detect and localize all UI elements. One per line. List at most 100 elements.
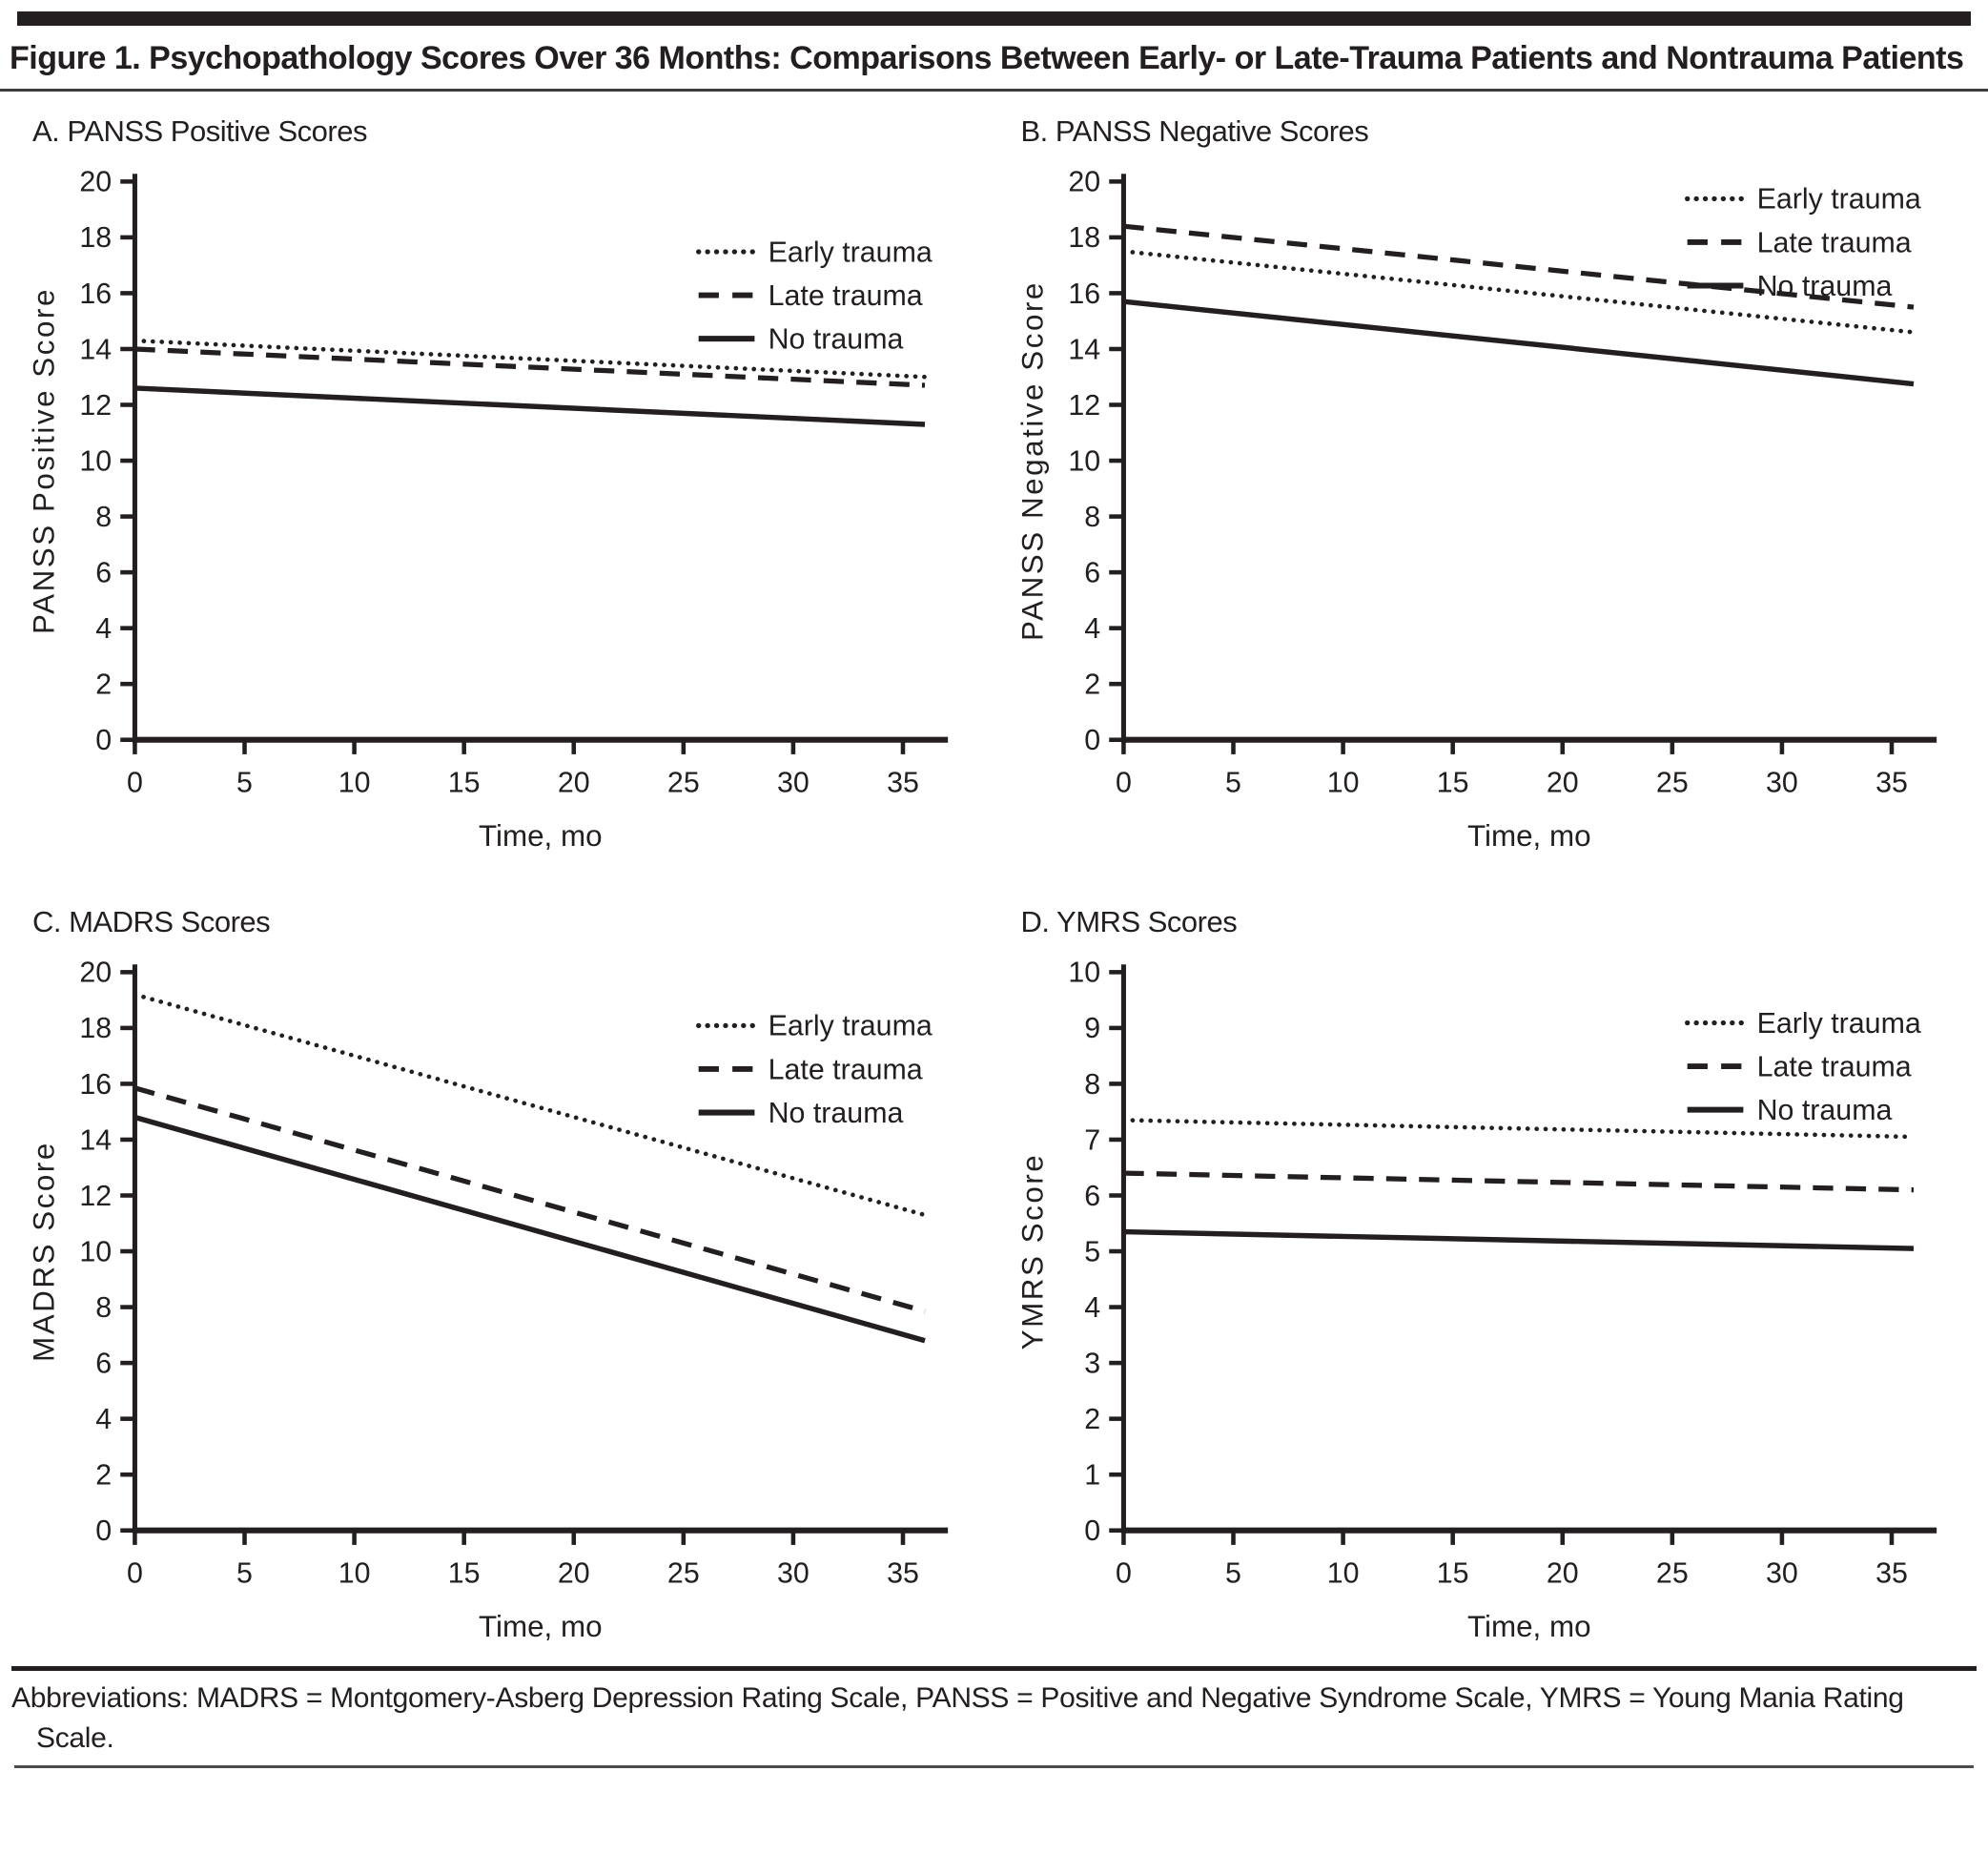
svg-text:18: 18 — [79, 1013, 112, 1045]
svg-text:8: 8 — [1084, 1068, 1100, 1101]
svg-text:6: 6 — [1084, 557, 1100, 589]
svg-text:20: 20 — [558, 1557, 590, 1590]
panels-grid: A. PANSS Positive Scores 0 2 4 6 8 10 12 14 16 18… — [0, 92, 1988, 1651]
series-line-no-trauma — [134, 385, 926, 427]
series-line-late-trauma — [1122, 1170, 1914, 1193]
svg-text:35: 35 — [887, 767, 919, 799]
svg-text:10: 10 — [79, 1236, 112, 1268]
svg-text:10: 10 — [1326, 1557, 1359, 1590]
svg-text:0: 0 — [1115, 1557, 1131, 1590]
series-line-early-trauma — [133, 992, 928, 1218]
svg-text:14: 14 — [1068, 333, 1100, 365]
x-axis-label: Time, mo — [1466, 1611, 1590, 1644]
svg-text:20: 20 — [79, 166, 112, 198]
svg-text:5: 5 — [1225, 1557, 1241, 1590]
legend: Early trauma Late trauma No trauma — [1684, 1007, 1920, 1126]
svg-text:12: 12 — [79, 1180, 112, 1212]
panel-b: B. PANSS Negative Scores 0 2 4 6 8 10 12 14 16 18… — [1015, 101, 1962, 859]
panel-c: C. MADRS Scores 0 2 4 6 8 10 12 14 16 18 20 0 5 10 15 2… — [27, 892, 974, 1650]
svg-text:15: 15 — [448, 767, 481, 799]
svg-text:4: 4 — [1084, 1291, 1100, 1324]
svg-text:10: 10 — [1068, 957, 1100, 989]
svg-text:1: 1 — [1084, 1459, 1100, 1492]
svg-text:2: 2 — [95, 1459, 112, 1492]
panel-d-title: D. YMRS Scores — [1020, 905, 1238, 939]
svg-text:30: 30 — [777, 1557, 810, 1590]
svg-text:30: 30 — [1766, 1557, 1798, 1590]
svg-text:2: 2 — [95, 669, 112, 701]
svg-text:9: 9 — [1084, 1013, 1100, 1045]
series-line-early-trauma — [1120, 249, 1916, 335]
svg-text:15: 15 — [1436, 767, 1468, 799]
svg-text:20: 20 — [1546, 1557, 1578, 1590]
series-line-late-trauma — [1122, 223, 1914, 310]
panel-b-chart: 0 2 4 6 8 10 12 14 16 18 20 0 5 10 15 20 25 30 35 Time, mo P… — [1015, 154, 1962, 859]
svg-text:2: 2 — [1084, 669, 1100, 701]
svg-text:18: 18 — [79, 221, 112, 254]
svg-text:20: 20 — [79, 957, 112, 989]
legend: Early trauma Late trauma No trauma — [1684, 183, 1920, 302]
series-line-late-trauma — [133, 1085, 926, 1314]
svg-text:4: 4 — [1084, 612, 1100, 645]
svg-text:0: 0 — [95, 724, 112, 756]
panel-a: A. PANSS Positive Scores 0 2 4 6 8 10 12 14 16 18… — [27, 101, 974, 859]
legend-label: Early trauma — [769, 1010, 933, 1042]
svg-text:16: 16 — [1068, 278, 1100, 310]
series-line-no-trauma — [133, 1115, 926, 1344]
line-chart-c: 0 2 4 6 8 10 12 14 16 18 20 0 5 10 15 20 25 30 35 Time, mo M… — [27, 957, 949, 1644]
svg-text:16: 16 — [79, 1068, 112, 1101]
svg-text:0: 0 — [1084, 1515, 1100, 1548]
top-rule — [17, 11, 1971, 26]
svg-text:6: 6 — [95, 557, 112, 589]
svg-text:5: 5 — [1225, 767, 1241, 799]
panel-d-chart: 0 1 2 3 4 5 6 7 8 9 10 0 5 10 15 20 25 30 35 Time, mo YMRS S… — [1015, 945, 1962, 1650]
svg-text:8: 8 — [95, 1291, 112, 1324]
legend-label: Early trauma — [769, 236, 933, 268]
legend-label: No trauma — [1756, 1094, 1892, 1126]
axes: 0 2 4 6 8 10 12 14 16 18 20 0 5 10 15 20 25 30 35 — [79, 957, 949, 1590]
svg-text:8: 8 — [1084, 501, 1100, 533]
svg-text:0: 0 — [1084, 724, 1100, 756]
series-line-early-trauma — [133, 339, 928, 380]
svg-text:35: 35 — [1875, 1557, 1908, 1590]
figure-footnote: Abbreviations: MADRS = Montgomery-Asberg… — [11, 1681, 1904, 1755]
title-rule — [0, 89, 1988, 93]
panel-d: D. YMRS Scores 0 1 2 3 4 5 6 7 8 9 10 0 5 10 15 20 25 30 3… — [1015, 892, 1962, 1650]
svg-text:20: 20 — [1068, 166, 1100, 198]
svg-text:12: 12 — [79, 389, 112, 422]
svg-text:10: 10 — [1326, 767, 1359, 799]
svg-text:5: 5 — [236, 1557, 253, 1590]
line-chart-a: 0 2 4 6 8 10 12 14 16 18 20 0 5 10 15 20 25 30 35 Time, mo P… — [27, 166, 949, 853]
y-axis-label: MADRS Score — [27, 1142, 60, 1363]
line-chart-b: 0 2 4 6 8 10 12 14 16 18 20 0 5 10 15 20 25 30 35 Time, mo P… — [1015, 166, 1937, 853]
legend-label: No trauma — [1756, 270, 1892, 302]
legend-label: Late trauma — [1756, 226, 1911, 258]
svg-text:15: 15 — [1436, 1557, 1468, 1590]
x-axis-label: Time, mo — [479, 819, 603, 853]
series-line-no-trauma — [1122, 299, 1914, 387]
svg-text:10: 10 — [338, 1557, 371, 1590]
x-axis-label: Time, mo — [1466, 819, 1590, 853]
bottom-rule — [14, 1764, 1974, 1768]
svg-text:25: 25 — [667, 767, 700, 799]
svg-text:4: 4 — [95, 1403, 112, 1435]
y-axis-label: PANSS Negative Score — [1015, 280, 1049, 641]
svg-text:5: 5 — [1084, 1236, 1100, 1268]
panel-c-chart: 0 2 4 6 8 10 12 14 16 18 20 0 5 10 15 20 25 30 35 Time, mo M… — [27, 945, 974, 1650]
figure-title: Figure 1. Psychopathology Scores Over 36… — [10, 40, 1964, 76]
svg-text:4: 4 — [95, 612, 112, 645]
svg-text:8: 8 — [95, 501, 112, 533]
svg-text:10: 10 — [338, 767, 371, 799]
axes: 0 1 2 3 4 5 6 7 8 9 10 0 5 10 15 20 25 30 35 — [1068, 957, 1937, 1590]
legend-label: No trauma — [769, 1097, 904, 1129]
svg-text:0: 0 — [95, 1515, 112, 1548]
legend-label: No trauma — [769, 323, 904, 356]
svg-text:35: 35 — [887, 1557, 919, 1590]
y-axis-label: YMRS Score — [1015, 1153, 1049, 1350]
figure-page: Figure 1. Psychopathology Scores Over 36… — [0, 11, 1988, 1854]
series-line-no-trauma — [1122, 1229, 1914, 1252]
svg-text:15: 15 — [448, 1557, 481, 1590]
panel-c-title: C. MADRS Scores — [32, 905, 271, 939]
svg-text:3: 3 — [1084, 1348, 1100, 1380]
footnote-top-rule — [11, 1665, 1977, 1671]
